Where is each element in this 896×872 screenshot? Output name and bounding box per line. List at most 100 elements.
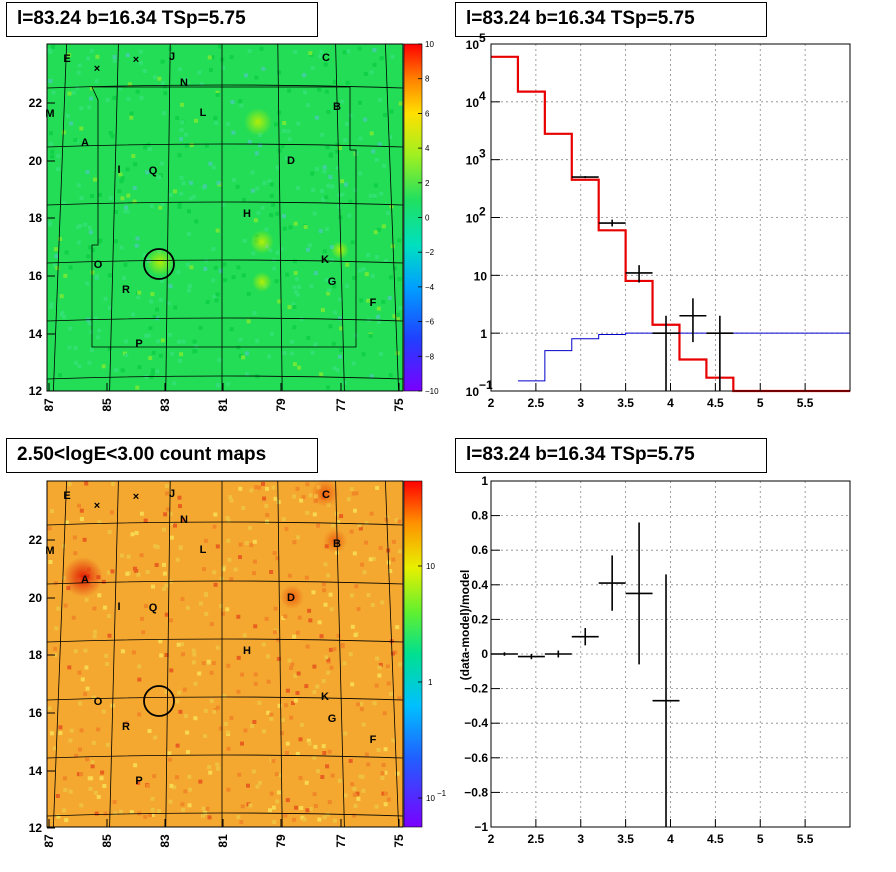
count-map-axes: 87 85 83 81 79 77 75 12 14 16 18 20 22 (29, 533, 406, 848)
map-pixel (318, 228, 323, 233)
map-pixel (352, 786, 357, 791)
map-pixel (357, 268, 362, 273)
map-pixel (124, 205, 128, 210)
map-pixel (322, 588, 327, 593)
map-pixel (337, 316, 342, 321)
map-pixel (48, 142, 53, 147)
map-pixel (358, 171, 363, 176)
map-pixel (228, 495, 233, 500)
map-pixel (56, 153, 61, 158)
map-pixel (284, 703, 288, 708)
map-pixel (261, 482, 265, 486)
map-pixel (340, 192, 345, 197)
map-pixel (290, 662, 295, 667)
map-pixel (295, 486, 300, 491)
map-pixel (248, 803, 253, 808)
map-pixel (49, 302, 54, 307)
map-pixel (114, 239, 118, 244)
map-pixel (342, 50, 347, 55)
map-pixel (388, 373, 393, 378)
count-map-coordinate-grid (46, 480, 404, 828)
map-pixel (306, 103, 310, 108)
grid-meridian (109, 480, 119, 828)
map-pixel (89, 776, 94, 781)
map-pixel (291, 302, 296, 307)
x-tick-label: 2 (488, 396, 495, 410)
map-pixel (88, 245, 93, 250)
map-pixel (397, 696, 402, 701)
map-pixel (242, 238, 247, 243)
map-pixel (76, 183, 81, 188)
map-pixel (130, 532, 135, 537)
y-tick-label: 20 (29, 154, 43, 168)
map-pixel (378, 98, 383, 103)
x-tick-label: 2 (488, 832, 495, 846)
map-pixel (168, 192, 173, 197)
x-tick-label: 3 (577, 832, 584, 846)
map-pixel (135, 89, 140, 94)
map-pixel (166, 507, 171, 512)
map-pixel (229, 498, 234, 503)
source-label-q: Q (149, 602, 158, 614)
map-pixel (148, 326, 153, 331)
map-pixel (242, 633, 247, 638)
map-pixel (76, 772, 81, 777)
map-pixel (314, 167, 319, 171)
map-pixel (295, 276, 299, 281)
map-pixel (332, 80, 337, 84)
map-pixel (377, 673, 382, 678)
map-pixel (358, 526, 363, 531)
x-tick-label: 75 (392, 834, 406, 848)
map-pixel (306, 738, 311, 743)
map-pixel (304, 684, 309, 689)
map-pixel (253, 672, 258, 677)
map-pixel (282, 121, 287, 125)
map-pixel (149, 204, 154, 209)
map-pixel (143, 814, 148, 819)
map-pixel (388, 275, 393, 280)
map-pixel (47, 526, 52, 531)
map-pixel (313, 804, 318, 808)
map-pixel (187, 288, 191, 293)
map-pixel (255, 186, 260, 191)
map-pixel (269, 570, 274, 574)
map-pixel (74, 753, 79, 758)
map-pixel (226, 382, 231, 387)
map-pixel (325, 145, 330, 150)
map-pixel (221, 567, 226, 572)
map-pixel (385, 664, 390, 669)
map-pixel (369, 70, 374, 75)
map-pixel (144, 604, 148, 609)
map-pixel (59, 312, 64, 317)
map-pixel (48, 220, 53, 225)
map-pixel (352, 813, 357, 818)
map-pixel (140, 616, 144, 621)
map-pixel (131, 312, 136, 317)
map-pixel (127, 82, 132, 87)
map-pixel (108, 131, 113, 135)
map-pixel (215, 705, 220, 710)
map-pixel (179, 191, 184, 196)
map-pixel (284, 156, 289, 161)
map-pixel (319, 372, 324, 377)
map-pixel (122, 276, 126, 280)
map-pixel (342, 380, 347, 385)
map-pixel (233, 567, 238, 572)
map-pixel (136, 781, 141, 785)
map-pixel (366, 253, 370, 258)
map-pixel (58, 373, 62, 378)
map-pixel (376, 314, 381, 319)
map-pixel (378, 662, 383, 667)
source-label-q: Q (149, 165, 158, 177)
x-tick-label: 79 (274, 398, 288, 412)
map-pixel (331, 341, 336, 346)
map-pixel (317, 87, 322, 92)
map-pixel (275, 250, 280, 255)
map-pixel (215, 544, 220, 549)
map-pixel (282, 351, 287, 356)
map-pixel (177, 204, 182, 209)
map-pixel (264, 227, 269, 232)
map-pixel (119, 809, 124, 814)
